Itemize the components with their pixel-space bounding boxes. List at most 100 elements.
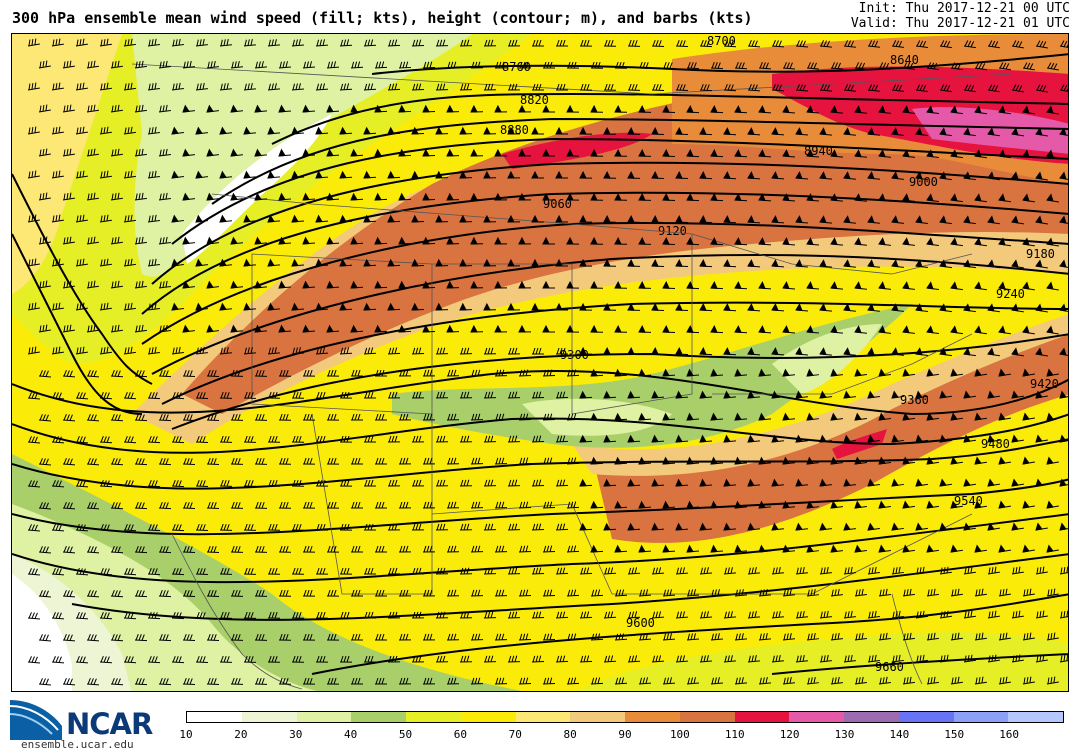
wind-barb — [147, 170, 160, 179]
wind-barb — [86, 280, 99, 289]
wind-barb — [243, 258, 256, 267]
wind-barb — [974, 193, 987, 203]
wind-barb — [531, 479, 545, 487]
wind-barb — [723, 84, 737, 92]
wind-barb — [1022, 588, 1035, 597]
wind-barb — [422, 236, 436, 245]
wind-barb — [291, 214, 305, 223]
wind-barb — [734, 456, 747, 465]
wind-barb — [315, 655, 329, 663]
wind-barb — [1059, 303, 1068, 313]
wind-barb — [867, 127, 880, 136]
wind-barb — [843, 610, 856, 619]
wind-barb — [195, 214, 208, 223]
wind-barb — [614, 324, 628, 333]
wind-barb — [398, 324, 412, 333]
colorbar-tick-label: 10 — [179, 728, 193, 741]
wind-barb — [1011, 478, 1024, 487]
wind-barb — [867, 478, 880, 487]
wind-barb — [926, 676, 939, 685]
wind-barb — [531, 214, 545, 223]
wind-barb — [867, 522, 880, 531]
wind-barb — [339, 611, 353, 619]
wind-barb — [915, 171, 928, 180]
wind-barb — [902, 588, 915, 597]
wind-barb — [446, 192, 460, 201]
wind-barb — [147, 523, 161, 532]
wind-barb — [435, 479, 449, 487]
wind-barb — [675, 434, 689, 443]
valid-time: Valid: Thu 2017-12-21 01 UTC — [850, 16, 1070, 31]
wind-barb — [963, 654, 976, 663]
wind-barb — [411, 83, 425, 91]
wind-barb — [723, 127, 737, 136]
wind-barb — [747, 215, 761, 224]
wind-barb — [686, 105, 700, 114]
wind-barb — [963, 390, 976, 399]
wind-barb — [566, 677, 580, 685]
wind-barb — [614, 456, 628, 465]
wind-barb — [110, 678, 124, 686]
wind-barb — [518, 677, 532, 685]
wind-barb — [254, 413, 268, 421]
wind-barb — [614, 544, 628, 553]
wind-barb — [1035, 390, 1048, 399]
wind-barb — [542, 589, 556, 597]
wind-barb — [254, 148, 267, 157]
wind-barb — [470, 633, 484, 641]
wind-barb — [638, 324, 652, 333]
wind-barb — [603, 302, 617, 311]
wind-barb — [86, 678, 100, 686]
wind-barb — [950, 281, 963, 291]
wind-barb — [267, 435, 281, 443]
wind-barb — [854, 105, 867, 114]
wind-barb — [483, 655, 497, 663]
wind-barb — [110, 546, 124, 554]
wind-barb — [891, 127, 904, 136]
wind-barb — [867, 215, 880, 224]
wind-barb — [387, 523, 401, 531]
wind-barb — [1022, 325, 1035, 335]
fill-110-north-central-max — [502, 132, 652, 169]
wind-barb — [470, 324, 484, 333]
wind-barb — [171, 567, 185, 576]
wind-barb — [134, 369, 148, 378]
wind-barb — [806, 105, 819, 114]
wind-barb — [758, 62, 772, 70]
wind-barb — [1035, 654, 1048, 663]
wind-barb — [926, 149, 939, 159]
wind-barb — [686, 368, 700, 377]
wind-barb — [902, 281, 915, 290]
wind-barb — [302, 457, 316, 465]
wind-barb — [614, 104, 628, 113]
wind-barb — [278, 324, 291, 333]
wind-barb — [398, 61, 412, 69]
wind-barb — [915, 40, 928, 48]
wind-barb — [531, 39, 545, 47]
wind-barb — [843, 654, 856, 663]
wind-barb — [494, 369, 508, 377]
wind-barb — [387, 655, 401, 663]
wind-barb — [302, 104, 316, 113]
wind-barb — [182, 236, 195, 245]
wind-barb — [230, 589, 244, 597]
wind-barb — [998, 237, 1011, 247]
wind-barb — [686, 412, 700, 421]
wind-barb — [75, 302, 88, 311]
wind-barb — [518, 545, 532, 553]
wind-barb — [350, 104, 364, 113]
wind-barb — [171, 523, 185, 532]
wind-barb — [326, 104, 340, 113]
wind-barb — [590, 412, 604, 421]
wind-barb — [638, 677, 652, 685]
wind-barb — [507, 83, 521, 91]
wind-barb — [782, 149, 796, 158]
wind-barb — [494, 457, 508, 465]
wind-barb — [171, 435, 185, 444]
wind-barb — [182, 677, 196, 686]
wind-barb — [542, 501, 556, 509]
wind-barb — [795, 434, 808, 443]
wind-barb — [62, 370, 76, 378]
wind-barb — [75, 392, 89, 400]
wind-barb — [422, 148, 436, 157]
